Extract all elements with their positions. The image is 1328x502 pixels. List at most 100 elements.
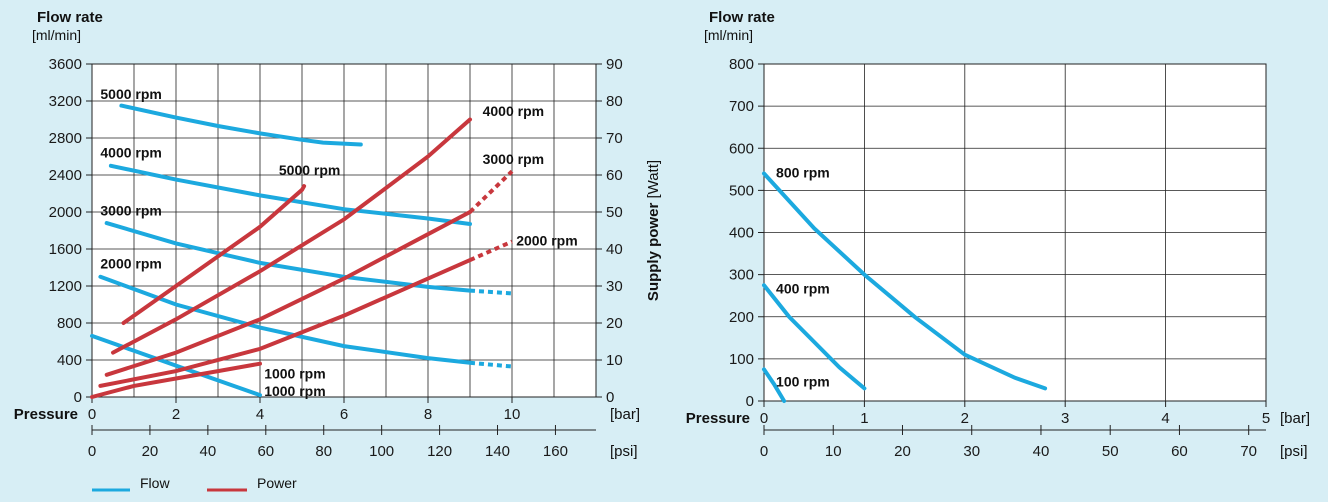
x2-tick-label: 40	[200, 443, 217, 460]
flow-line-400-rpm	[762, 283, 867, 391]
y-tick-label: 200	[729, 309, 754, 326]
flow-series-label: 800 rpm	[776, 165, 830, 181]
x-axis-unit: [bar]	[1280, 410, 1310, 427]
power-line-dashed-2000-rpm	[469, 239, 513, 262]
flow-series-label: 2000 rpm	[100, 255, 161, 271]
flow-series-label: 3000 rpm	[100, 203, 161, 219]
x-tick-label: 0	[88, 406, 96, 423]
y-tick-label: 2400	[49, 167, 82, 184]
y2-axis-unit: [Watt]	[645, 160, 662, 203]
x2-tick-label: 50	[1102, 443, 1119, 460]
y-tick-label: 3600	[49, 56, 82, 73]
y2-tick-label: 90	[606, 56, 623, 73]
y-tick-label: 1600	[49, 241, 82, 258]
y-tick-label: 2800	[49, 130, 82, 147]
x2-tick-label: 20	[894, 443, 911, 460]
legend-flow-label: Flow	[140, 475, 170, 491]
flow-series-label: 5000 rpm	[100, 86, 161, 102]
x-tick-label: 4	[256, 406, 264, 423]
flow-line-5000-rpm	[119, 103, 363, 147]
y-tick-label: 800	[57, 315, 82, 332]
y2-axis-title-text: Supply power	[645, 203, 662, 302]
x-tick-label: 4	[1161, 410, 1169, 427]
x-axis-title: Pressure	[14, 406, 78, 423]
power-series-label: 3000 rpm	[483, 151, 544, 167]
power-line-1000-rpm	[90, 361, 262, 399]
y2-tick-label: 80	[606, 93, 623, 110]
flow-line-dashed-3000-rpm	[469, 288, 513, 296]
y-axis-unit: [ml/min]	[32, 27, 81, 43]
x-tick-label: 2	[172, 406, 180, 423]
x2-tick-label: 0	[760, 443, 768, 460]
y-tick-label: 700	[729, 98, 754, 115]
flow-line-3000-rpm	[104, 221, 472, 293]
power-series-label: 4000 rpm	[483, 103, 544, 119]
y-tick-label: 0	[746, 393, 754, 410]
power-series-label: 1000 rpm	[264, 366, 325, 382]
x2-tick-label: 40	[1033, 443, 1050, 460]
power-series-label: 5000 rpm	[279, 162, 340, 178]
y-tick-label: 800	[729, 56, 754, 73]
y-tick-label: 0	[74, 389, 82, 406]
x2-tick-label: 120	[427, 443, 452, 460]
x2-tick-label: 140	[485, 443, 510, 460]
x2-tick-label: 80	[315, 443, 332, 460]
x-tick-label: 3	[1061, 410, 1069, 427]
x2-axis-unit: [psi]	[1280, 443, 1308, 460]
x-tick-label: 1	[860, 410, 868, 427]
y-tick-label: 400	[57, 352, 82, 369]
y-tick-label: 1200	[49, 278, 82, 295]
flow-series-label: 4000 rpm	[100, 144, 161, 160]
power-line-3000-rpm	[104, 210, 472, 377]
y-tick-label: 400	[729, 225, 754, 242]
series-group: 800 rpm 400 rpm 100 rpm	[762, 165, 1048, 403]
y-axis-title: Flow rate	[709, 9, 775, 26]
x2-tick-label: 30	[963, 443, 980, 460]
power-line-4000-rpm	[111, 117, 472, 355]
x2-tick-label: 160	[543, 443, 568, 460]
power-line-dashed-3000-rpm	[468, 169, 514, 214]
power-series-label: 2000 rpm	[516, 232, 577, 248]
flow-line-800-rpm	[762, 171, 1048, 391]
x2-tick-label: 10	[825, 443, 842, 460]
x2-tick-label: 20	[142, 443, 159, 460]
flow-series-label: 400 rpm	[776, 281, 830, 297]
x-tick-label: 5	[1262, 410, 1270, 427]
y2-tick-label: 40	[606, 241, 623, 258]
x2-tick-label: 100	[369, 443, 394, 460]
x-tick-label: 6	[340, 406, 348, 423]
y2-tick-label: 30	[606, 278, 623, 295]
y2-axis-title: Supply power [Watt]	[645, 160, 662, 301]
chart-1: 04008001200160020002400280032003600Flow …	[14, 9, 662, 460]
flow-line-100-rpm	[762, 367, 787, 403]
y2-tick-label: 0	[606, 389, 614, 406]
x-tick-label: 10	[504, 406, 521, 423]
x-tick-label: 8	[424, 406, 432, 423]
x-tick-label: 0	[760, 410, 768, 427]
x2-tick-label: 0	[88, 443, 96, 460]
x2-tick-label: 60	[1171, 443, 1188, 460]
x-axis-unit: [bar]	[610, 406, 640, 423]
y-tick-label: 500	[729, 182, 754, 199]
flow-series-label: 100 rpm	[776, 373, 830, 389]
y-tick-label: 600	[729, 140, 754, 157]
flow-line-4000-rpm	[108, 163, 472, 226]
x-axis-title: Pressure	[686, 410, 750, 427]
y-axis-unit: [ml/min]	[704, 27, 753, 43]
x2-tick-label: 60	[257, 443, 274, 460]
power-line-2000-rpm	[98, 258, 472, 388]
series-group: 5000 rpm 4000 rpm 3000 rpm 2000 rpm 1000 rpm…	[90, 86, 578, 399]
y-tick-label: 100	[729, 351, 754, 368]
flow-series-label: 1000 rpm	[264, 383, 325, 399]
flow-line-1000-rpm	[90, 333, 262, 398]
y2-tick-label: 10	[606, 352, 623, 369]
x2-tick-label: 70	[1240, 443, 1257, 460]
y2-tick-label: 50	[606, 204, 623, 221]
y2-tick-label: 70	[606, 130, 623, 147]
legend: Flow Power	[92, 475, 297, 492]
flow-line-dashed-2000-rpm	[469, 360, 513, 369]
legend-power-label: Power	[257, 475, 297, 491]
